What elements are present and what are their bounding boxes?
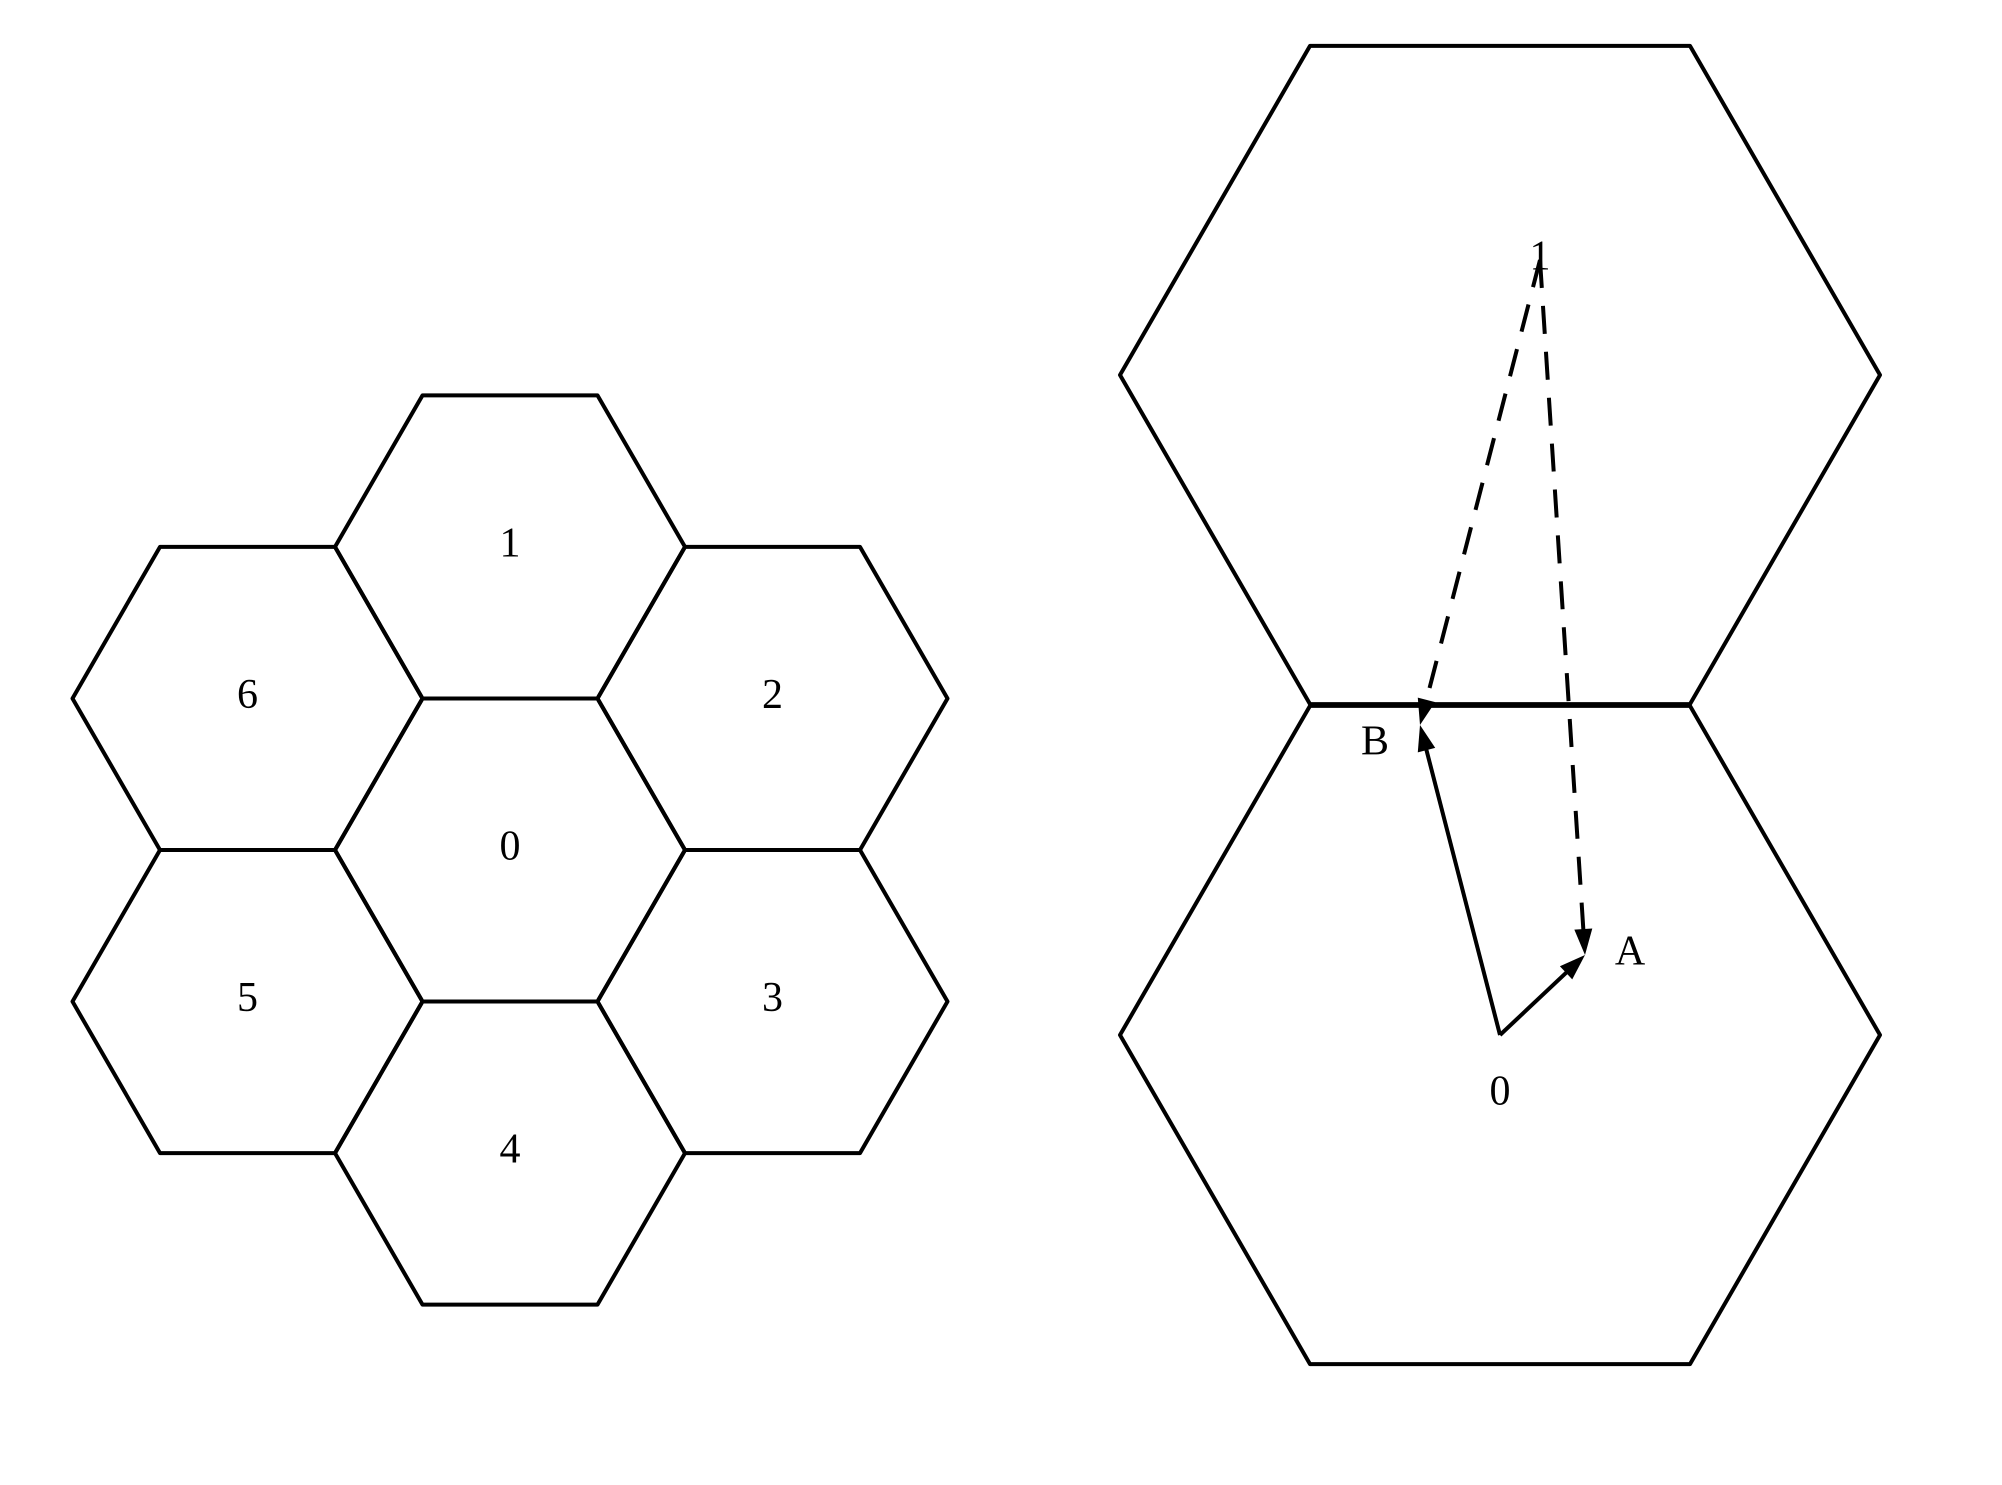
hex-3-label: 3 [762, 975, 783, 1021]
point-b-label: B [1361, 719, 1389, 765]
hex-4-label: 4 [500, 1127, 521, 1173]
solid-arrow-0-to-a [1500, 966, 1574, 1035]
dashed-arrow-top-to-b [1424, 260, 1540, 710]
hex-0-label: 0 [500, 824, 521, 870]
right-hex-0-label: 0 [1490, 1069, 1511, 1115]
dashed-arrow-top-to-b-head [1418, 698, 1435, 725]
hex-5-label: 5 [237, 975, 258, 1021]
right-hex-1-label: 1 [1530, 234, 1551, 280]
dashed-arrow-top-to-a [1540, 260, 1584, 939]
solid-arrow-0-to-b [1424, 740, 1500, 1035]
hex-2-label: 2 [762, 672, 783, 718]
dashed-arrow-top-to-a-head [1574, 928, 1592, 955]
right-hex-1 [1120, 46, 1880, 704]
hex-6-label: 6 [237, 672, 258, 718]
point-a-label: A [1615, 929, 1646, 975]
hex-1-label: 1 [500, 521, 521, 567]
solid-arrow-0-to-b-head [1418, 725, 1435, 752]
